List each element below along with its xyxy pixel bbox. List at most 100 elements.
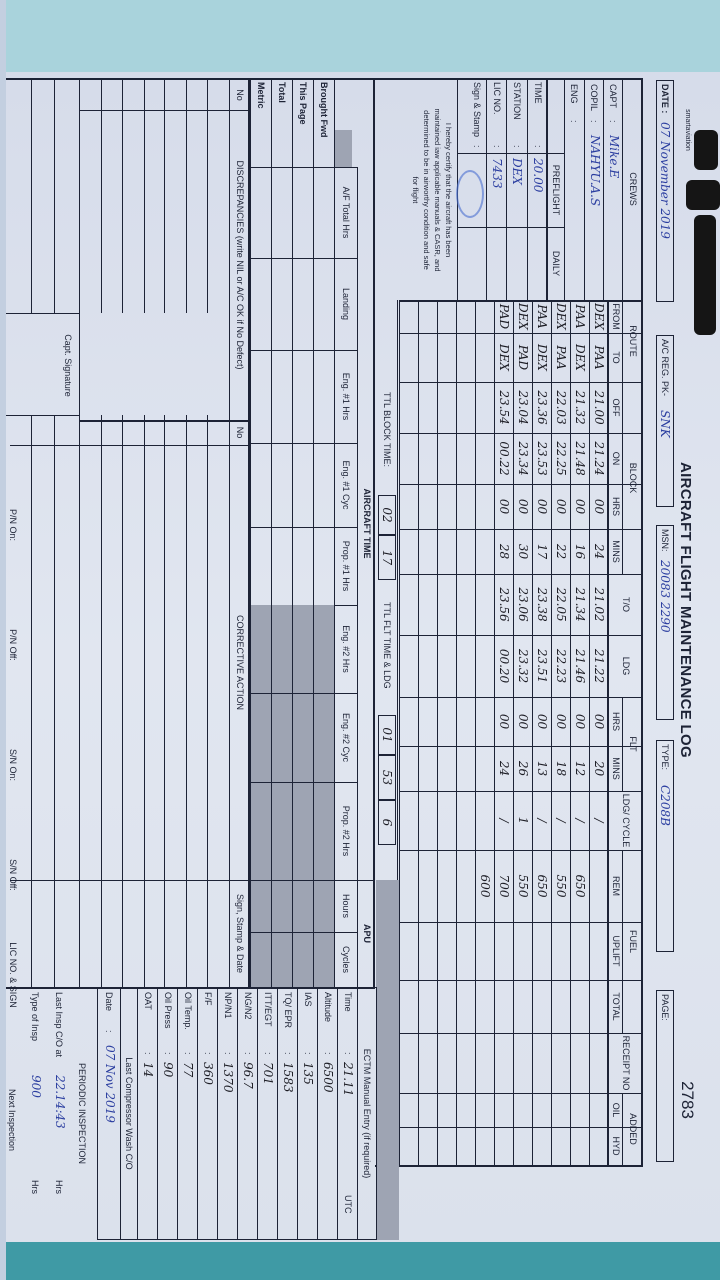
ttl-block-hrs: 02 <box>380 507 394 523</box>
separator: : <box>492 145 502 148</box>
rule-line <box>474 300 476 1165</box>
cell-flt-hrs: 00 <box>573 713 588 730</box>
cell-flt-hrs: 00 <box>554 713 569 730</box>
cell-takeoff: 23.56 <box>497 587 512 622</box>
logo: smartaviation <box>684 109 692 151</box>
column-7: Prop. #2 Hrs <box>341 805 352 857</box>
separator: : <box>303 1052 313 1055</box>
rule-line <box>250 932 334 934</box>
discrepancy-no-label: No <box>235 89 245 101</box>
ectm-value: 701 <box>261 1062 275 1085</box>
ectm-label: Altitude <box>323 992 333 1023</box>
date-label: DATE : <box>660 84 670 114</box>
cell-off: 23.54 <box>497 390 512 425</box>
cell-on: 23.53 <box>535 441 550 476</box>
binder-clip-icon <box>694 215 716 335</box>
ectm-label: NP/N1 <box>223 992 233 1019</box>
row-label-2: Total <box>277 82 288 103</box>
separator: : <box>104 1030 114 1033</box>
subheader-block-mins: MINS <box>611 540 621 563</box>
cell-flt-hrs: 00 <box>516 713 531 730</box>
cell-off: 23.36 <box>535 390 550 425</box>
cell-cycle: / <box>535 818 550 823</box>
cell-flt-mins: 20 <box>592 760 607 777</box>
cell-block-hrs: 00 <box>592 498 607 515</box>
cell-takeoff: 23.06 <box>516 587 531 622</box>
ectm-value: 1370 <box>221 1062 235 1093</box>
cell-cycle: / <box>592 818 607 823</box>
ectm-value: 77 <box>181 1062 195 1078</box>
separator: : <box>163 1052 173 1055</box>
shaded-cell <box>335 130 352 167</box>
rule-line <box>30 415 32 987</box>
shaded-cell <box>376 880 399 1240</box>
lic-label: LIC NO. <box>492 82 502 115</box>
cell-rem: 550 <box>554 874 569 898</box>
cell-from: DEX <box>554 303 569 330</box>
capt-value: Mike.E <box>607 135 621 179</box>
cell-block-hrs: 00 <box>554 498 569 515</box>
ectm-value: 21.11 <box>341 1062 355 1097</box>
cell-off: 21.00 <box>592 390 607 425</box>
cell-cycle: / <box>497 818 512 823</box>
header-route: ROUTE <box>628 325 638 357</box>
cell-block-mins: 28 <box>497 543 512 560</box>
column-4: Prop. #1 Hrs <box>341 540 352 592</box>
rule-line <box>312 80 314 987</box>
apu-column-0: Hours <box>341 893 352 918</box>
footer-lic-sign: LIC NO. & SIGN <box>8 942 18 1008</box>
rule-line <box>163 415 165 987</box>
ttl-block-mins: 17 <box>380 549 394 566</box>
signature-stamp <box>456 170 484 218</box>
cell-block-hrs: 00 <box>535 498 550 515</box>
rule-line <box>143 415 145 987</box>
ectm-label: Time <box>343 992 353 1012</box>
reg-label: A/C REG. PK- <box>660 339 670 397</box>
separator: : <box>183 1052 193 1055</box>
copil-label: COPIL <box>589 84 600 112</box>
time-value: 20.00 <box>531 158 545 193</box>
cell-from: DEX <box>516 303 531 330</box>
certification-text: maintained iaw applicable manuals & CASR… <box>433 108 442 272</box>
cell-landing: 23.32 <box>516 648 531 684</box>
cell-takeoff: 21.34 <box>573 587 588 622</box>
subheader-total: TOTAL <box>611 992 621 1021</box>
capt-label: CAPT <box>608 84 619 109</box>
column-3: Eng. #1 Cyc <box>341 460 352 510</box>
cell-flt-mins: 26 <box>516 760 531 777</box>
cell-off: 21.32 <box>573 390 588 425</box>
last-insp-unit: Hrs <box>54 1180 64 1194</box>
rule-line <box>436 300 438 1165</box>
daily-label: DAILY <box>551 250 562 277</box>
cell-to: PAA <box>592 345 607 370</box>
cell-flt-mins: 18 <box>554 760 569 777</box>
header-receipt: RECEIPT NO <box>621 1035 631 1091</box>
rule-line <box>417 300 419 1165</box>
form-title: AIRCRAFT FLIGHT MAINTENANCE LOG <box>677 462 695 758</box>
cell-block-mins: 16 <box>573 543 588 560</box>
cell-from: PAD <box>497 303 512 330</box>
subheader-off: OFF <box>611 398 621 417</box>
rule-line <box>53 415 55 987</box>
cell-flt-hrs: 00 <box>497 713 512 730</box>
cell-landing: 00.20 <box>497 648 512 684</box>
cell-cycle: 1 <box>516 816 531 825</box>
cell-flt-mins: 13 <box>535 760 550 777</box>
corrective-title: CORRECTIVE ACTION <box>235 614 245 710</box>
ectm-value: 360 <box>201 1062 215 1085</box>
lic-value: 7433 <box>490 158 504 189</box>
binder-clip-icon <box>686 180 720 210</box>
cell-to: PAD <box>516 344 531 371</box>
subheader-flt-hrs: HRS <box>611 711 621 731</box>
separator: : <box>533 145 543 148</box>
wash-date-value: 07 Nov 2019 <box>103 1045 117 1123</box>
periodic-title: PERIODIC INSPECTION <box>77 1062 87 1164</box>
rule-line <box>291 80 293 987</box>
last-insp-value: 22.14:43 <box>53 1075 67 1129</box>
cell-block-mins: 22 <box>554 543 569 560</box>
preflight-label: PREFLIGHT <box>551 164 562 216</box>
separator: : <box>343 1052 353 1055</box>
rule-line <box>100 78 102 313</box>
discrepancy-title: DISCREPANCIES (write NIL or A/C OK if No… <box>235 160 245 370</box>
